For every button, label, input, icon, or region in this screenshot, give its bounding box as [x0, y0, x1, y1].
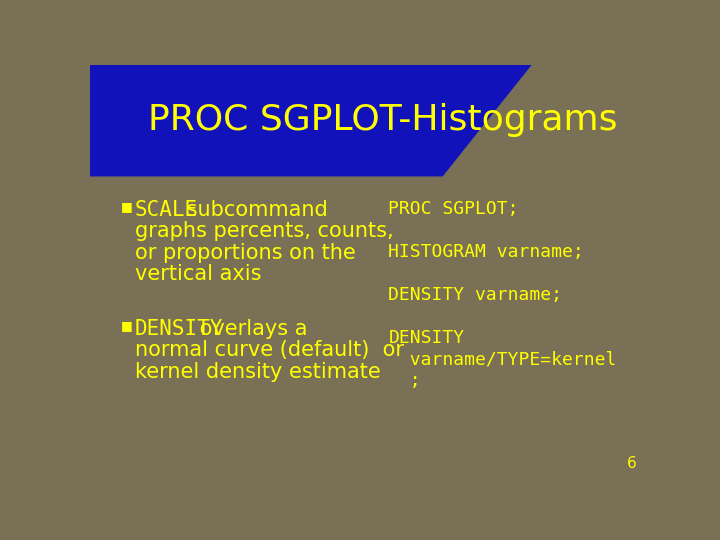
Text: varname/TYPE=kernel: varname/TYPE=kernel	[388, 350, 617, 368]
Text: graphs percents, counts,: graphs percents, counts,	[135, 221, 394, 241]
Text: vertical axis: vertical axis	[135, 264, 261, 284]
Text: DENSITY: DENSITY	[135, 319, 223, 339]
Text: DENSITY: DENSITY	[388, 329, 464, 347]
Text: PROC SGPLOT-Histograms: PROC SGPLOT-Histograms	[148, 103, 618, 137]
Text: DENSITY varname;: DENSITY varname;	[388, 286, 562, 304]
Polygon shape	[90, 65, 532, 177]
Text: PROC SGPLOT;: PROC SGPLOT;	[388, 200, 519, 218]
Text: ;: ;	[388, 372, 421, 390]
Text: HISTOGRAM varname;: HISTOGRAM varname;	[388, 242, 584, 261]
Text: 6: 6	[626, 456, 636, 471]
Text: subcommand: subcommand	[180, 200, 328, 220]
Text: overlays a: overlays a	[193, 319, 307, 339]
Text: normal curve (default)  or: normal curve (default) or	[135, 340, 404, 361]
Text: kernel density estimate: kernel density estimate	[135, 362, 381, 382]
Text: ■: ■	[121, 319, 132, 332]
Text: or proportions on the: or proportions on the	[135, 242, 356, 262]
Text: ■: ■	[121, 200, 132, 213]
Text: SCALE: SCALE	[135, 200, 198, 220]
